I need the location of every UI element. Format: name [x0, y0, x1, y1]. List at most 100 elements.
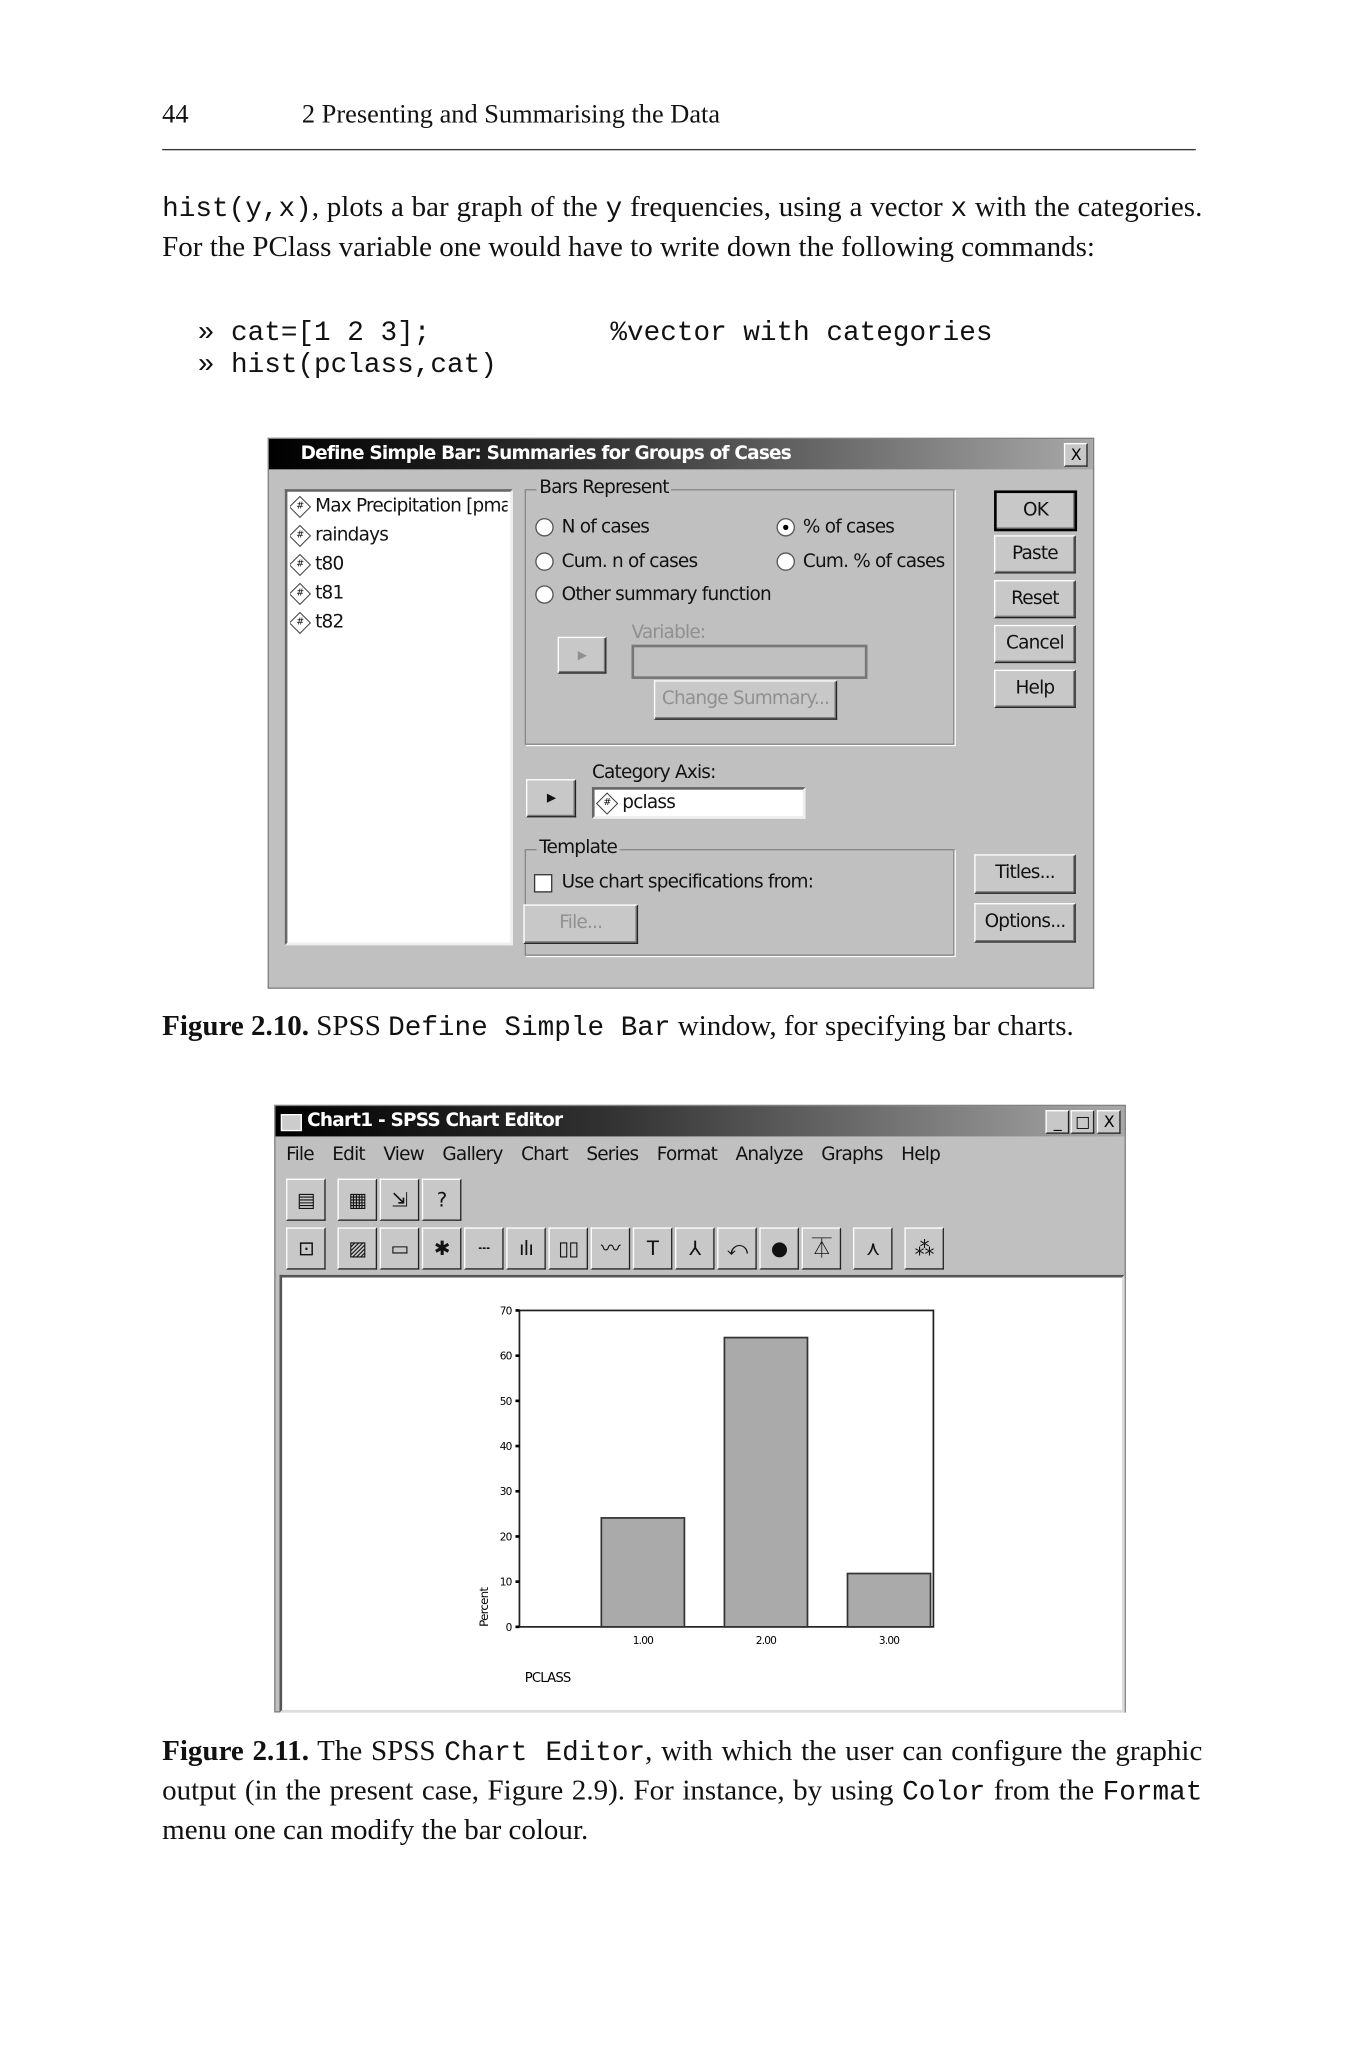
line-style-button[interactable]: ┄	[464, 1227, 504, 1270]
group-label: Template	[536, 837, 620, 859]
text: , with which the user can configure the …	[162, 1733, 1203, 1807]
category-axis-value: pclass	[622, 792, 676, 814]
bar-3.00	[846, 1572, 932, 1628]
options-button[interactable]: Options...	[974, 903, 1076, 943]
explode-slice-button[interactable]: ●	[759, 1227, 799, 1270]
file-button[interactable]: File...	[523, 904, 639, 944]
variable-arrow-button[interactable]: ▸	[557, 636, 607, 674]
menu-gallery[interactable]: Gallery	[442, 1144, 503, 1166]
radio-button-selected[interactable]	[776, 518, 795, 537]
marker-icon: ✱	[433, 1236, 451, 1261]
variable-name: t80	[315, 553, 344, 575]
variable-list-item[interactable]: # t80	[290, 553, 508, 583]
swap-axes-button[interactable]: ⤺	[717, 1227, 757, 1270]
y-tick-label: 40	[500, 1441, 512, 1453]
use-chart-spec-checkbox[interactable]	[533, 874, 553, 893]
line-style-icon: ┄	[478, 1236, 490, 1261]
figure-caption-2-10: Figure 2.10. SPSS Define Simple Bar wind…	[162, 1007, 1202, 1047]
color-button[interactable]: ▭	[379, 1227, 420, 1270]
data-grid-button[interactable]: ▦	[337, 1178, 378, 1221]
paste-button[interactable]: Paste	[994, 535, 1076, 574]
group-label: Bars Represent	[536, 477, 672, 499]
select-icon: ?	[436, 1187, 448, 1212]
close-button[interactable]: X	[1096, 1110, 1121, 1134]
menu-chart[interactable]: Chart	[521, 1144, 569, 1166]
code-hist: hist(y,x)	[162, 195, 312, 226]
spin-button[interactable]: ⋏	[852, 1227, 893, 1270]
cluster-button[interactable]: ⁂	[904, 1227, 944, 1270]
menu-graphs[interactable]: Graphs	[821, 1144, 883, 1166]
variable-name: t82	[315, 611, 344, 633]
intro-paragraph: hist(y,x), plots a bar graph of the y fr…	[162, 189, 1202, 264]
bar-label-button[interactable]: ▯▯	[548, 1227, 588, 1270]
fill-pattern-button[interactable]: ▨	[337, 1227, 378, 1270]
radio-button[interactable]	[535, 585, 554, 604]
variable-name: Max Precipitation [pmax	[315, 495, 508, 517]
radio-label: Cum. % of cases	[802, 551, 945, 573]
header-rule	[162, 148, 1196, 151]
define-simple-bar-dialog: Define Simple Bar: Summaries for Groups …	[267, 437, 1095, 989]
data-grid-icon: ▦	[348, 1187, 367, 1212]
bar-1.00	[600, 1517, 686, 1628]
reset-button[interactable]: Reset	[994, 580, 1076, 619]
numeric-variable-icon: #	[290, 495, 312, 518]
radio-button[interactable]	[776, 552, 795, 571]
category-axis-arrow-button[interactable]: ▸	[526, 779, 577, 818]
select-button[interactable]: ?	[421, 1178, 462, 1221]
radio-label: Cum. n of cases	[561, 551, 698, 573]
cancel-button[interactable]: Cancel	[994, 624, 1076, 664]
go-to-case-button[interactable]: ⇲	[379, 1178, 420, 1221]
help-button[interactable]: Help	[994, 669, 1076, 708]
y-tick-label: 30	[500, 1486, 512, 1498]
menu-series[interactable]: Series	[586, 1144, 639, 1166]
variable-list-item[interactable]: # t81	[290, 582, 508, 612]
break-line-button[interactable]: ⏄	[801, 1227, 842, 1270]
x-tick-label: 3.00	[879, 1635, 899, 1647]
maximize-button[interactable]: □	[1070, 1110, 1095, 1134]
3d-rotation-button[interactable]: ⅄	[674, 1227, 715, 1270]
text: , plots a bar graph of the	[311, 189, 606, 223]
text: from the	[985, 1773, 1103, 1807]
category-axis-field[interactable]: # pclass	[591, 787, 806, 819]
numeric-variable-icon: #	[290, 611, 312, 634]
toolbar-2: ⊡ ▨ ▭ ✱ ┄ ılı ▯▯ 〰 T ⅄ ⤺ ● ⏄ ⋏ ⁂	[286, 1227, 944, 1270]
menu-edit[interactable]: Edit	[332, 1144, 365, 1166]
interpolation-icon: 〰	[600, 1236, 621, 1261]
minimize-button[interactable]: _	[1045, 1110, 1070, 1134]
x-tick-label: 1.00	[633, 1635, 653, 1647]
ok-button[interactable]: OK	[994, 490, 1078, 532]
menu-format[interactable]: Format	[656, 1144, 718, 1166]
marker-button[interactable]: ✱	[421, 1227, 462, 1270]
go-to-data-button[interactable]: ▤	[286, 1178, 326, 1221]
chart-app-icon	[280, 1114, 302, 1132]
variable-list-item[interactable]: # raindays	[290, 524, 508, 554]
code-x: x	[950, 195, 968, 226]
y-tick-label: 10	[500, 1577, 512, 1589]
text: window, for specifying bar charts.	[670, 1008, 1074, 1042]
text: SPSS	[309, 1008, 389, 1042]
text-button[interactable]: T	[632, 1227, 673, 1270]
bars-represent-group: Bars Represent N of cases % of cases Cum…	[524, 477, 955, 745]
change-summary-button[interactable]: Change Summary...	[653, 680, 838, 720]
chart-canvas[interactable]: 0 10 20 30 40 50 60 70 1.00 2.00 3.00 PCLASS Percent	[279, 1274, 1125, 1713]
radio-button[interactable]	[535, 518, 554, 537]
menu-help[interactable]: Help	[901, 1144, 941, 1166]
close-button[interactable]: X	[1063, 442, 1088, 467]
menu-view[interactable]: View	[383, 1144, 424, 1166]
variable-list-item[interactable]: # Max Precipitation [pmax	[290, 495, 508, 525]
menu-analyze[interactable]: Analyze	[735, 1144, 804, 1166]
variable-list[interactable]: # Max Precipitation [pmax # raindays # t80 # t8…	[284, 489, 513, 946]
titles-button[interactable]: Titles...	[974, 854, 1076, 894]
menu-file[interactable]: File	[286, 1144, 315, 1166]
variable-list-item[interactable]: # t82	[290, 611, 508, 641]
bar-label-icon: ▯▯	[558, 1236, 579, 1261]
variable-name: raindays	[315, 524, 389, 546]
variable-field[interactable]	[631, 644, 868, 679]
bar-style-button[interactable]: ılı	[506, 1227, 546, 1270]
code-text: Format	[1102, 1778, 1203, 1809]
numeric-variable-icon: #	[290, 553, 312, 576]
radio-button[interactable]	[535, 552, 554, 571]
point-id-button[interactable]: ⊡	[286, 1227, 326, 1270]
interpolation-button[interactable]: 〰	[590, 1227, 631, 1270]
x-tick-label: 2.00	[756, 1635, 776, 1647]
